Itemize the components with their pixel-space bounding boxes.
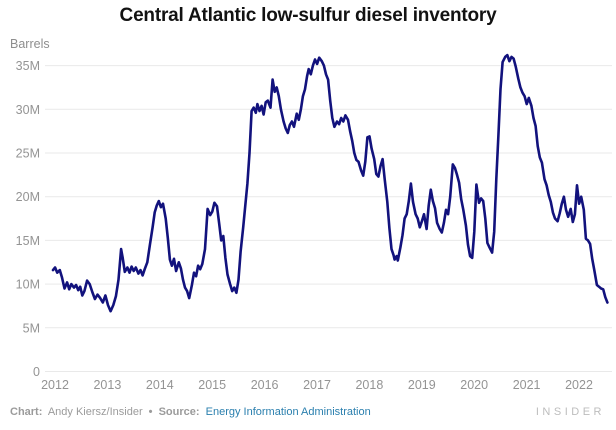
attribution: Chart: Andy Kiersz/Insider • Source: Ene…	[10, 406, 371, 418]
bullet-separator: •	[148, 406, 153, 418]
x-tick-label: 2013	[93, 378, 121, 392]
y-tick-label: 10M	[16, 278, 40, 292]
y-tick-label: 0	[33, 365, 40, 379]
x-tick-label: 2020	[460, 378, 488, 392]
chart-credit-label: Chart:	[10, 406, 43, 418]
x-tick-label: 2019	[408, 378, 436, 392]
source-link[interactable]: Energy Information Administration	[205, 406, 371, 418]
x-tick-label: 2022	[565, 378, 593, 392]
x-tick-label: 2012	[41, 378, 69, 392]
chart-title: Central Atlantic low-sulfur diesel inven…	[119, 5, 497, 26]
y-tick-label: 30M	[16, 103, 40, 117]
x-tick-label: 2021	[513, 378, 541, 392]
x-tick-label: 2015	[198, 378, 226, 392]
y-tick-label: 25M	[16, 147, 40, 161]
y-tick-label: 15M	[16, 234, 40, 248]
y-axis-title: Barrels	[10, 37, 50, 51]
x-tick-label: 2017	[303, 378, 331, 392]
insider-logo: INSIDER	[535, 406, 605, 418]
line-chart: 0 5M 10M 15M 20M 25M 30M 35M 2012 2013 2014 2015 201…	[16, 53, 612, 392]
y-tick-label: 5M	[23, 321, 40, 335]
x-tick-label: 2016	[251, 378, 279, 392]
chart-credit: Andy Kiersz/Insider	[47, 406, 143, 418]
y-tick-label: 20M	[16, 190, 40, 204]
source-label: Source:	[158, 406, 200, 418]
x-tick-label: 2018	[355, 378, 383, 392]
inventory-line	[51, 53, 609, 313]
y-tick-label: 35M	[16, 59, 40, 73]
chart-footer: Chart: Andy Kiersz/Insider • Source: Ene…	[0, 406, 616, 418]
x-tick-label: 2014	[146, 378, 174, 392]
